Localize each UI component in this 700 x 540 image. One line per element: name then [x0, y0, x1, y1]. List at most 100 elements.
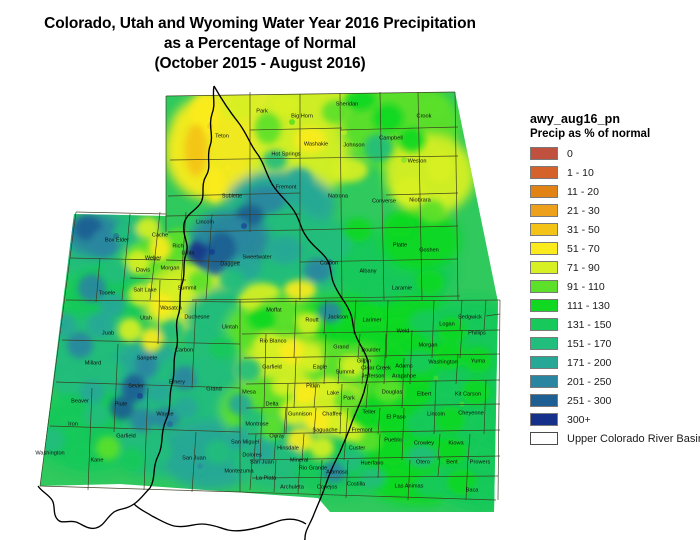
county-label: Carbon	[175, 347, 193, 353]
county-label: Fremont	[276, 184, 297, 190]
title-line-1: Colorado, Utah and Wyoming Water Year 20…	[44, 15, 476, 32]
county-label: Montrose	[245, 421, 268, 427]
legend-swatch	[530, 166, 558, 179]
legend-label: 91 - 110	[567, 280, 605, 293]
legend-label: 31 - 50	[567, 223, 600, 236]
county-label: Prowers	[470, 459, 491, 465]
legend-row: 300+	[528, 410, 696, 429]
county-label: Laramie	[392, 285, 412, 291]
county-label: Millard	[85, 360, 101, 366]
upper-colorado-river-basin-outline	[37, 85, 370, 540]
county-label: Summit	[178, 285, 197, 291]
county-label: Washakie	[304, 141, 328, 147]
county-label: Adams	[395, 363, 413, 369]
county-label: Archuleta	[280, 484, 305, 490]
county-boundaries	[39, 91, 501, 501]
county-label: Sublette	[222, 193, 243, 199]
county-label: Summit	[336, 369, 355, 375]
county-label: Dolores	[242, 452, 261, 458]
county-label: Emery	[169, 379, 185, 385]
legend-label-basin: Upper Colorado River Basin	[567, 432, 700, 445]
county-label: Moffat	[266, 307, 282, 313]
county-label: Clear Creek	[361, 365, 391, 371]
legend-row: 111 - 130	[528, 296, 696, 315]
county-label: Saguache	[312, 427, 337, 433]
legend-label: 151 - 170	[567, 337, 612, 350]
county-label: Garfield	[262, 364, 282, 370]
county-label: Huerfano	[360, 460, 383, 466]
county-label: Elbert	[417, 391, 432, 397]
county-label: Rich	[172, 243, 183, 249]
county-label: Custer	[349, 445, 366, 451]
county-label: Jefferson	[362, 373, 385, 379]
legend-label: 21 - 30	[567, 204, 600, 217]
county-label: Big Horn	[291, 113, 313, 119]
legend-row: 171 - 200	[528, 353, 696, 372]
county-label: Rio Grande	[299, 465, 328, 471]
county-label: Sedgwick	[458, 314, 482, 320]
county-label: Uintah	[222, 324, 238, 330]
county-label: Alamosa	[326, 469, 349, 475]
county-label: Natrona	[328, 193, 349, 199]
county-label: Conejos	[317, 484, 338, 490]
legend-row: 201 - 250	[528, 372, 696, 391]
county-label: Eagle	[313, 364, 327, 370]
county-label: La Plata	[256, 475, 277, 481]
legend-swatch	[530, 223, 558, 236]
county-labels: Teton Park Big Horn Sheridan Crook Washakie Jo…	[35, 101, 490, 493]
legend-row: 71 - 90	[528, 258, 696, 277]
county-label: Bent	[446, 459, 458, 465]
county-label: Salt Lake	[133, 287, 156, 293]
legend-label: 11 - 20	[567, 185, 599, 198]
county-label: Grand	[333, 344, 349, 350]
county-label: Niobrara	[409, 197, 431, 203]
legend-row: 251 - 300	[528, 391, 696, 410]
legend-swatch	[530, 413, 558, 426]
county-label: Logan	[439, 321, 455, 327]
county-label: Cache	[152, 232, 168, 238]
county-label: Boulder	[361, 347, 380, 353]
county-label: Piute	[115, 401, 128, 407]
county-label: Kane	[90, 457, 103, 463]
legend-row: 11 - 20	[528, 182, 696, 201]
precipitation-map[interactable]: Teton Park Big Horn Sheridan Crook Washakie Jo…	[0, 82, 520, 540]
legend-label: 1 - 10	[567, 166, 594, 179]
legend-row: 91 - 110	[528, 277, 696, 296]
county-label: Washington	[428, 359, 457, 365]
county-label: Wayne	[156, 411, 173, 417]
county-label: Grand	[206, 386, 222, 392]
county-label: San Miguel	[231, 439, 259, 445]
legend-label: 201 - 250	[567, 375, 612, 388]
legend-swatch	[530, 337, 558, 350]
legend-row: 151 - 170	[528, 334, 696, 353]
county-label: Otero	[416, 459, 430, 465]
county-label: Albany	[359, 268, 376, 274]
county-label: Beaver	[71, 398, 89, 404]
map-canvas[interactable]: Teton Park Big Horn Sheridan Crook Washakie Jo…	[0, 82, 520, 540]
legend-row: 31 - 50	[528, 220, 696, 239]
county-label: Ouray	[269, 433, 284, 439]
county-label: Yuma	[471, 358, 486, 364]
county-label: Costilla	[347, 481, 366, 487]
county-label: Mesa	[242, 389, 257, 395]
county-label: Delta	[265, 401, 279, 407]
legend-layer-name: awy_aug16_pn	[530, 112, 621, 126]
county-label: Wasatch	[160, 305, 182, 311]
county-label: Weston	[408, 158, 427, 164]
county-label: Campbell	[379, 135, 403, 141]
county-label: Tooele	[99, 290, 115, 296]
county-label: Goshen	[419, 247, 439, 253]
county-label: Converse	[372, 198, 396, 204]
county-label: Pitkin	[306, 383, 320, 389]
county-label: San Juan	[250, 459, 274, 465]
legend-swatch	[530, 375, 558, 388]
county-label: Crook	[417, 113, 432, 119]
county-label: Routt	[305, 317, 319, 323]
legend-row: 131 - 150	[528, 315, 696, 334]
county-label: Juab	[102, 330, 114, 336]
county-label: Phillips	[468, 330, 486, 336]
page-title: Colorado, Utah and Wyoming Water Year 20…	[0, 14, 520, 74]
county-label: Douglas	[382, 389, 403, 395]
county-label: Pueblo	[384, 437, 401, 443]
county-label: Morgan	[419, 342, 438, 348]
